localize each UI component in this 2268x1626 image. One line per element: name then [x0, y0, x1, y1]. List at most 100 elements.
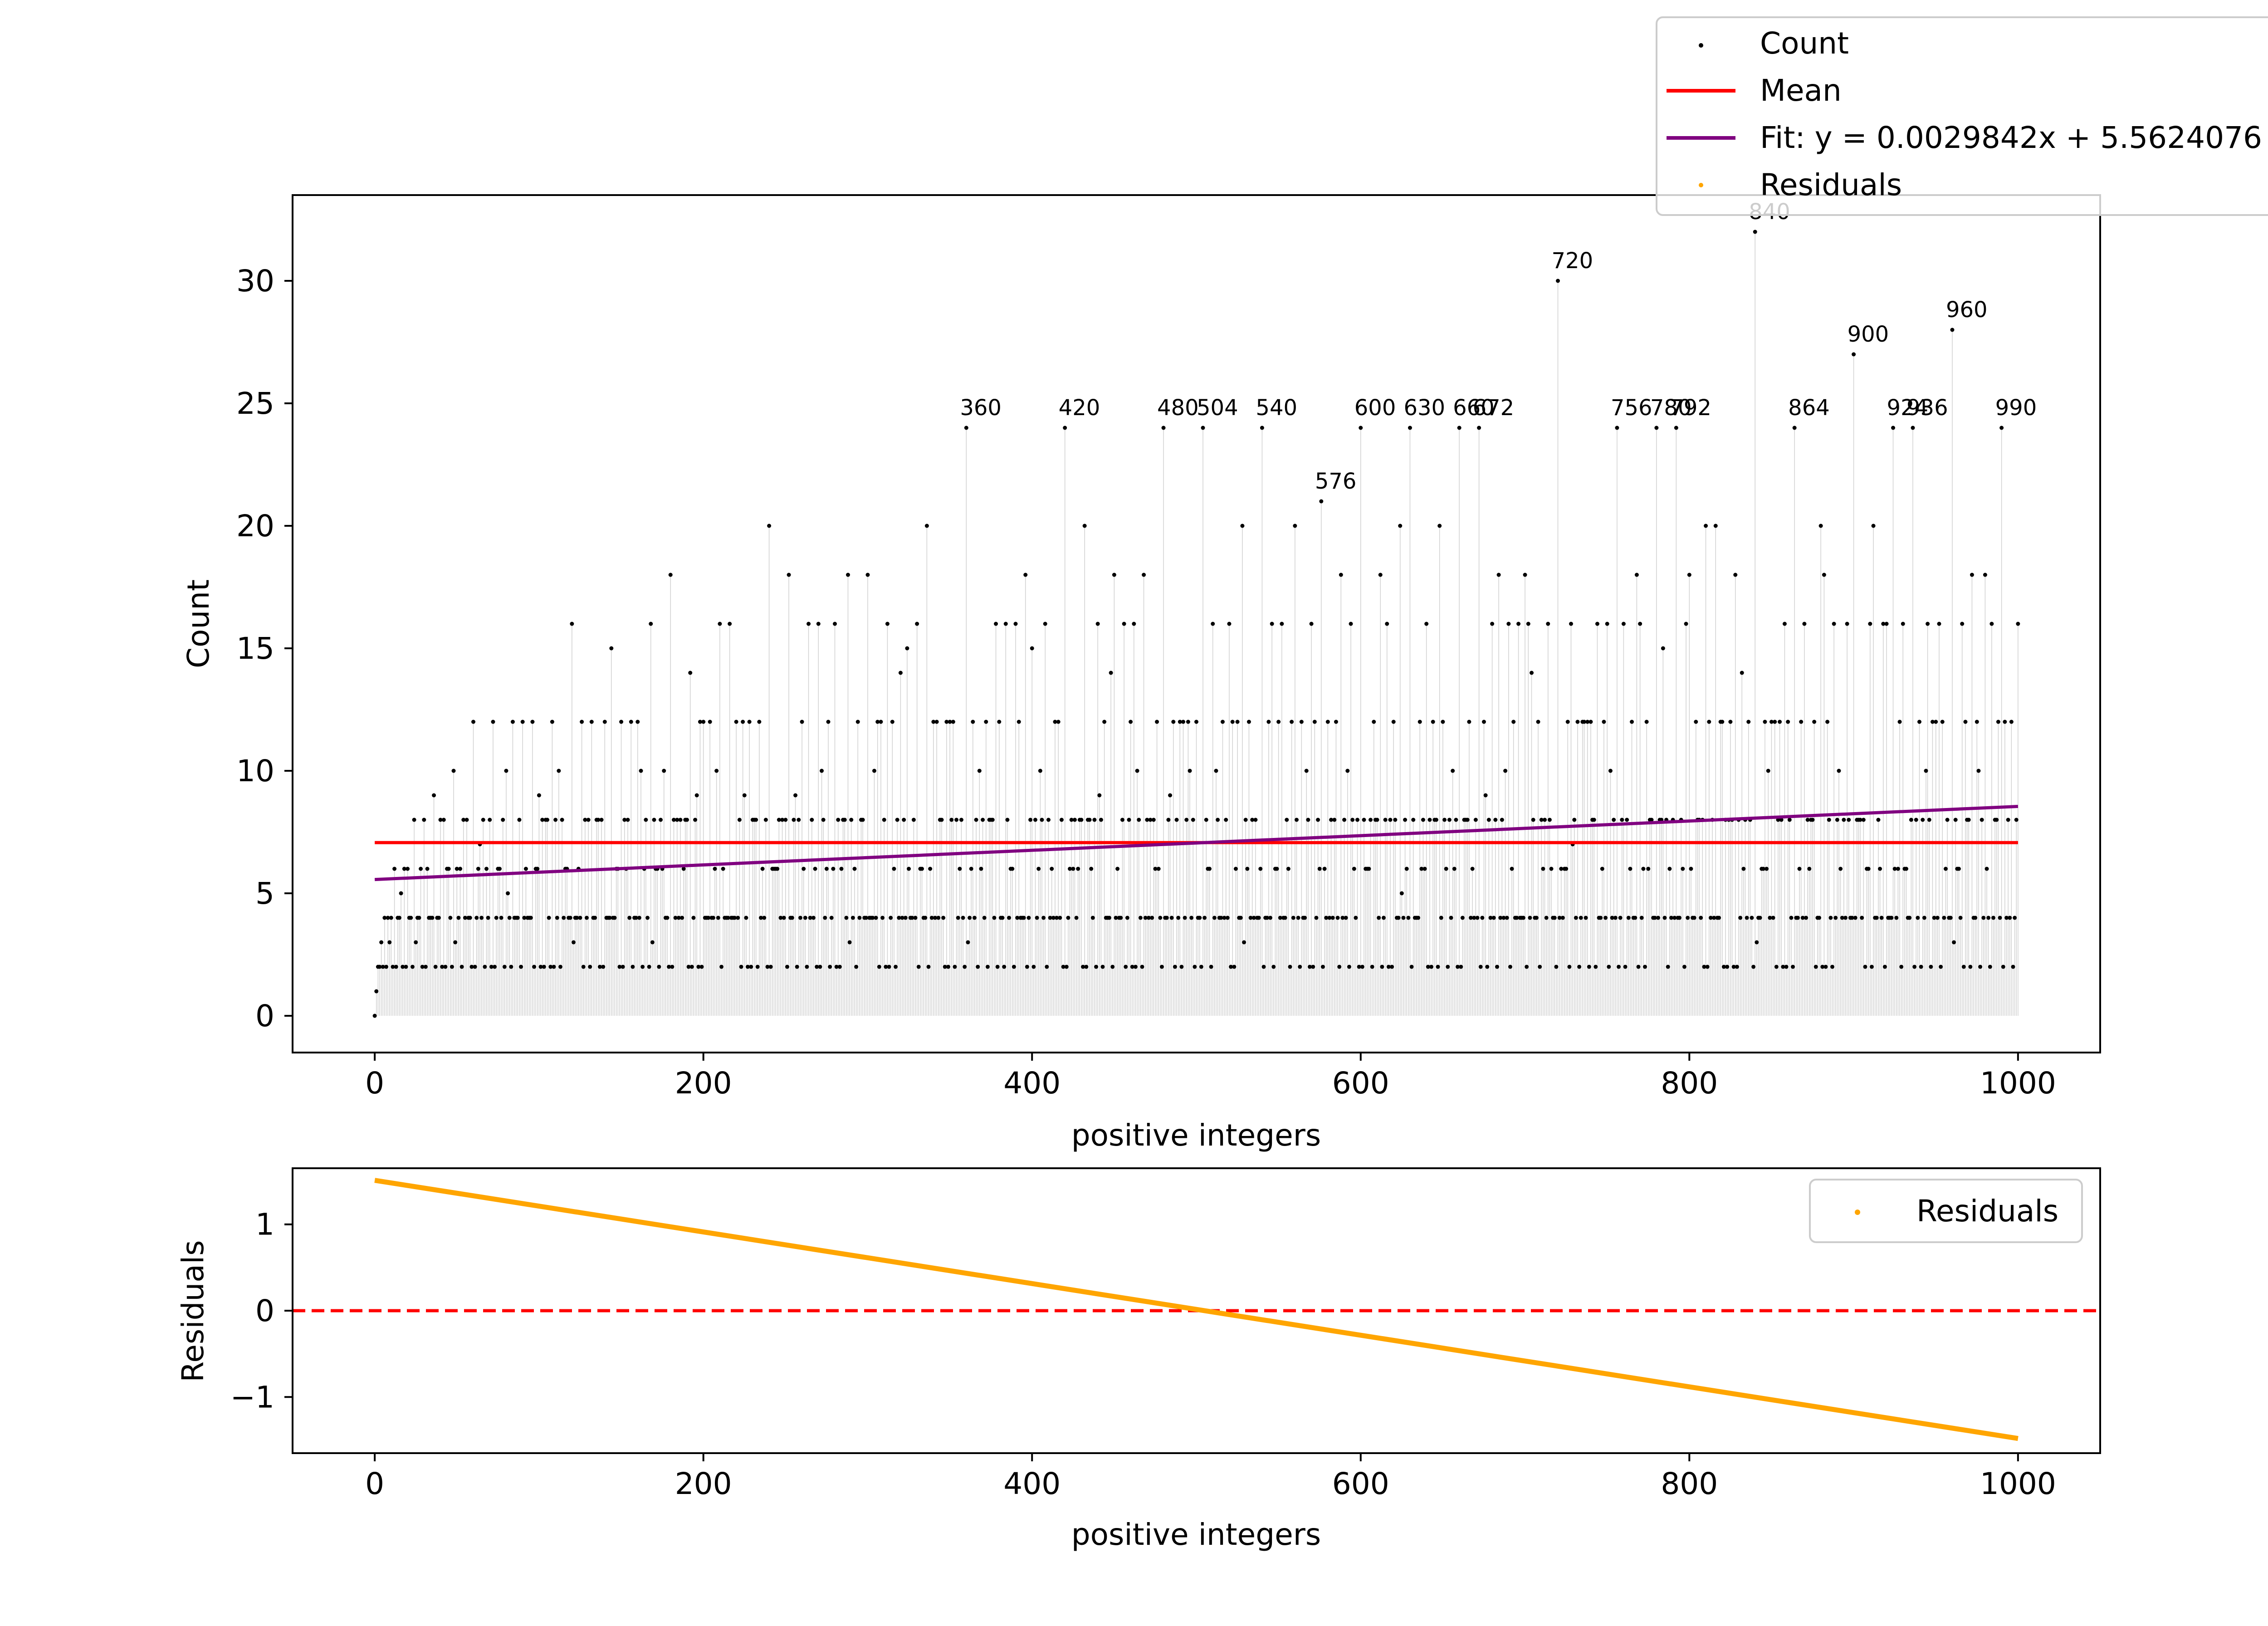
count-point [458, 867, 463, 871]
count-point [1258, 867, 1263, 871]
peak-label: 600 [1354, 395, 1396, 421]
count-point [1064, 965, 1069, 969]
count-point [1017, 720, 1021, 724]
count-point [644, 818, 648, 822]
count-point [627, 916, 632, 920]
count-point [857, 916, 862, 920]
x-tick-label: 400 [1003, 1066, 1061, 1101]
count-point [417, 916, 421, 920]
count-point [409, 916, 413, 920]
count-point [934, 720, 939, 724]
count-point [1618, 916, 1623, 920]
count-point [1656, 916, 1660, 920]
count-point [1773, 720, 1777, 724]
count-point [1830, 965, 1834, 969]
count-point [803, 916, 807, 920]
count-point [792, 818, 796, 822]
count-point [1917, 720, 1921, 724]
count-point [798, 916, 802, 920]
count-point [1319, 499, 1324, 504]
count-point [414, 940, 418, 945]
count-point [946, 965, 950, 969]
count-point [522, 916, 527, 920]
count-point [575, 916, 579, 920]
legend-mean-label: Mean [1760, 73, 1842, 108]
count-point [510, 720, 515, 724]
count-point [1242, 940, 1246, 945]
count-point [1012, 965, 1016, 969]
count-point [665, 916, 670, 920]
count-point [1138, 916, 1143, 920]
count-point [1063, 426, 1067, 430]
count-point [650, 940, 655, 945]
count-point [1409, 965, 1414, 969]
count-point [844, 916, 849, 920]
count-point [1441, 720, 1445, 724]
count-point [890, 720, 894, 724]
count-point [1390, 965, 1394, 969]
count-point [1874, 916, 1879, 920]
peak-label: 936 [1906, 395, 1948, 421]
count-point [815, 965, 819, 969]
count-point [1835, 818, 1839, 822]
peak-label: 720 [1552, 248, 1593, 274]
count-point [570, 622, 574, 626]
count-point [2003, 720, 2007, 724]
main-legend-frame [1656, 16, 2268, 216]
count-point [1155, 720, 1159, 724]
count-point [837, 965, 842, 969]
count-point [1981, 916, 1986, 920]
count-point [476, 867, 480, 871]
count-point [1015, 916, 1020, 920]
count-point [1209, 965, 1213, 969]
count-point [676, 916, 681, 920]
count-point [1661, 646, 1665, 651]
count-point [538, 965, 543, 969]
count-point [1153, 867, 1158, 871]
count-point [1884, 622, 1889, 626]
peak-label: 924 [1887, 395, 1929, 421]
count-point [734, 720, 738, 724]
count-point [1135, 769, 1139, 773]
count-point [601, 965, 606, 969]
y-tick-label: 30 [236, 264, 274, 299]
x-tick-label: 800 [1661, 1466, 1718, 1501]
count-point [464, 818, 469, 822]
count-point [1229, 965, 1233, 969]
count-point [1306, 818, 1310, 822]
count-point [1559, 867, 1564, 871]
count-point [963, 965, 967, 969]
count-point [1235, 720, 1240, 724]
count-point [1585, 720, 1590, 724]
count-point [580, 720, 584, 724]
count-point [821, 818, 826, 822]
count-point [1725, 965, 1730, 969]
count-point [1232, 965, 1237, 969]
y-tick-label: 25 [236, 386, 274, 421]
count-point [1787, 818, 1792, 822]
count-point [1340, 916, 1345, 920]
count-point [515, 916, 520, 920]
peak-label: 864 [1788, 395, 1830, 421]
count-point [540, 818, 545, 822]
count-point [497, 867, 502, 871]
count-point [1483, 793, 1488, 798]
peak-label: 630 [1403, 395, 1445, 421]
count-point [1316, 818, 1320, 822]
count-point [1630, 720, 1634, 724]
count-point [2016, 622, 2020, 626]
count-point [1179, 965, 1184, 969]
count-point [1602, 720, 1606, 724]
count-point [1929, 965, 1933, 969]
count-point [645, 916, 650, 920]
count-point [1636, 965, 1641, 969]
count-point [755, 965, 760, 969]
peak-label: 990 [1995, 395, 2037, 421]
count-point [2001, 965, 2005, 969]
count-point [1901, 622, 1905, 626]
count-point [1789, 916, 1794, 920]
count-point [1600, 867, 1604, 871]
count-point [1399, 891, 1404, 896]
x-tick-label: 800 [1661, 1066, 1718, 1101]
